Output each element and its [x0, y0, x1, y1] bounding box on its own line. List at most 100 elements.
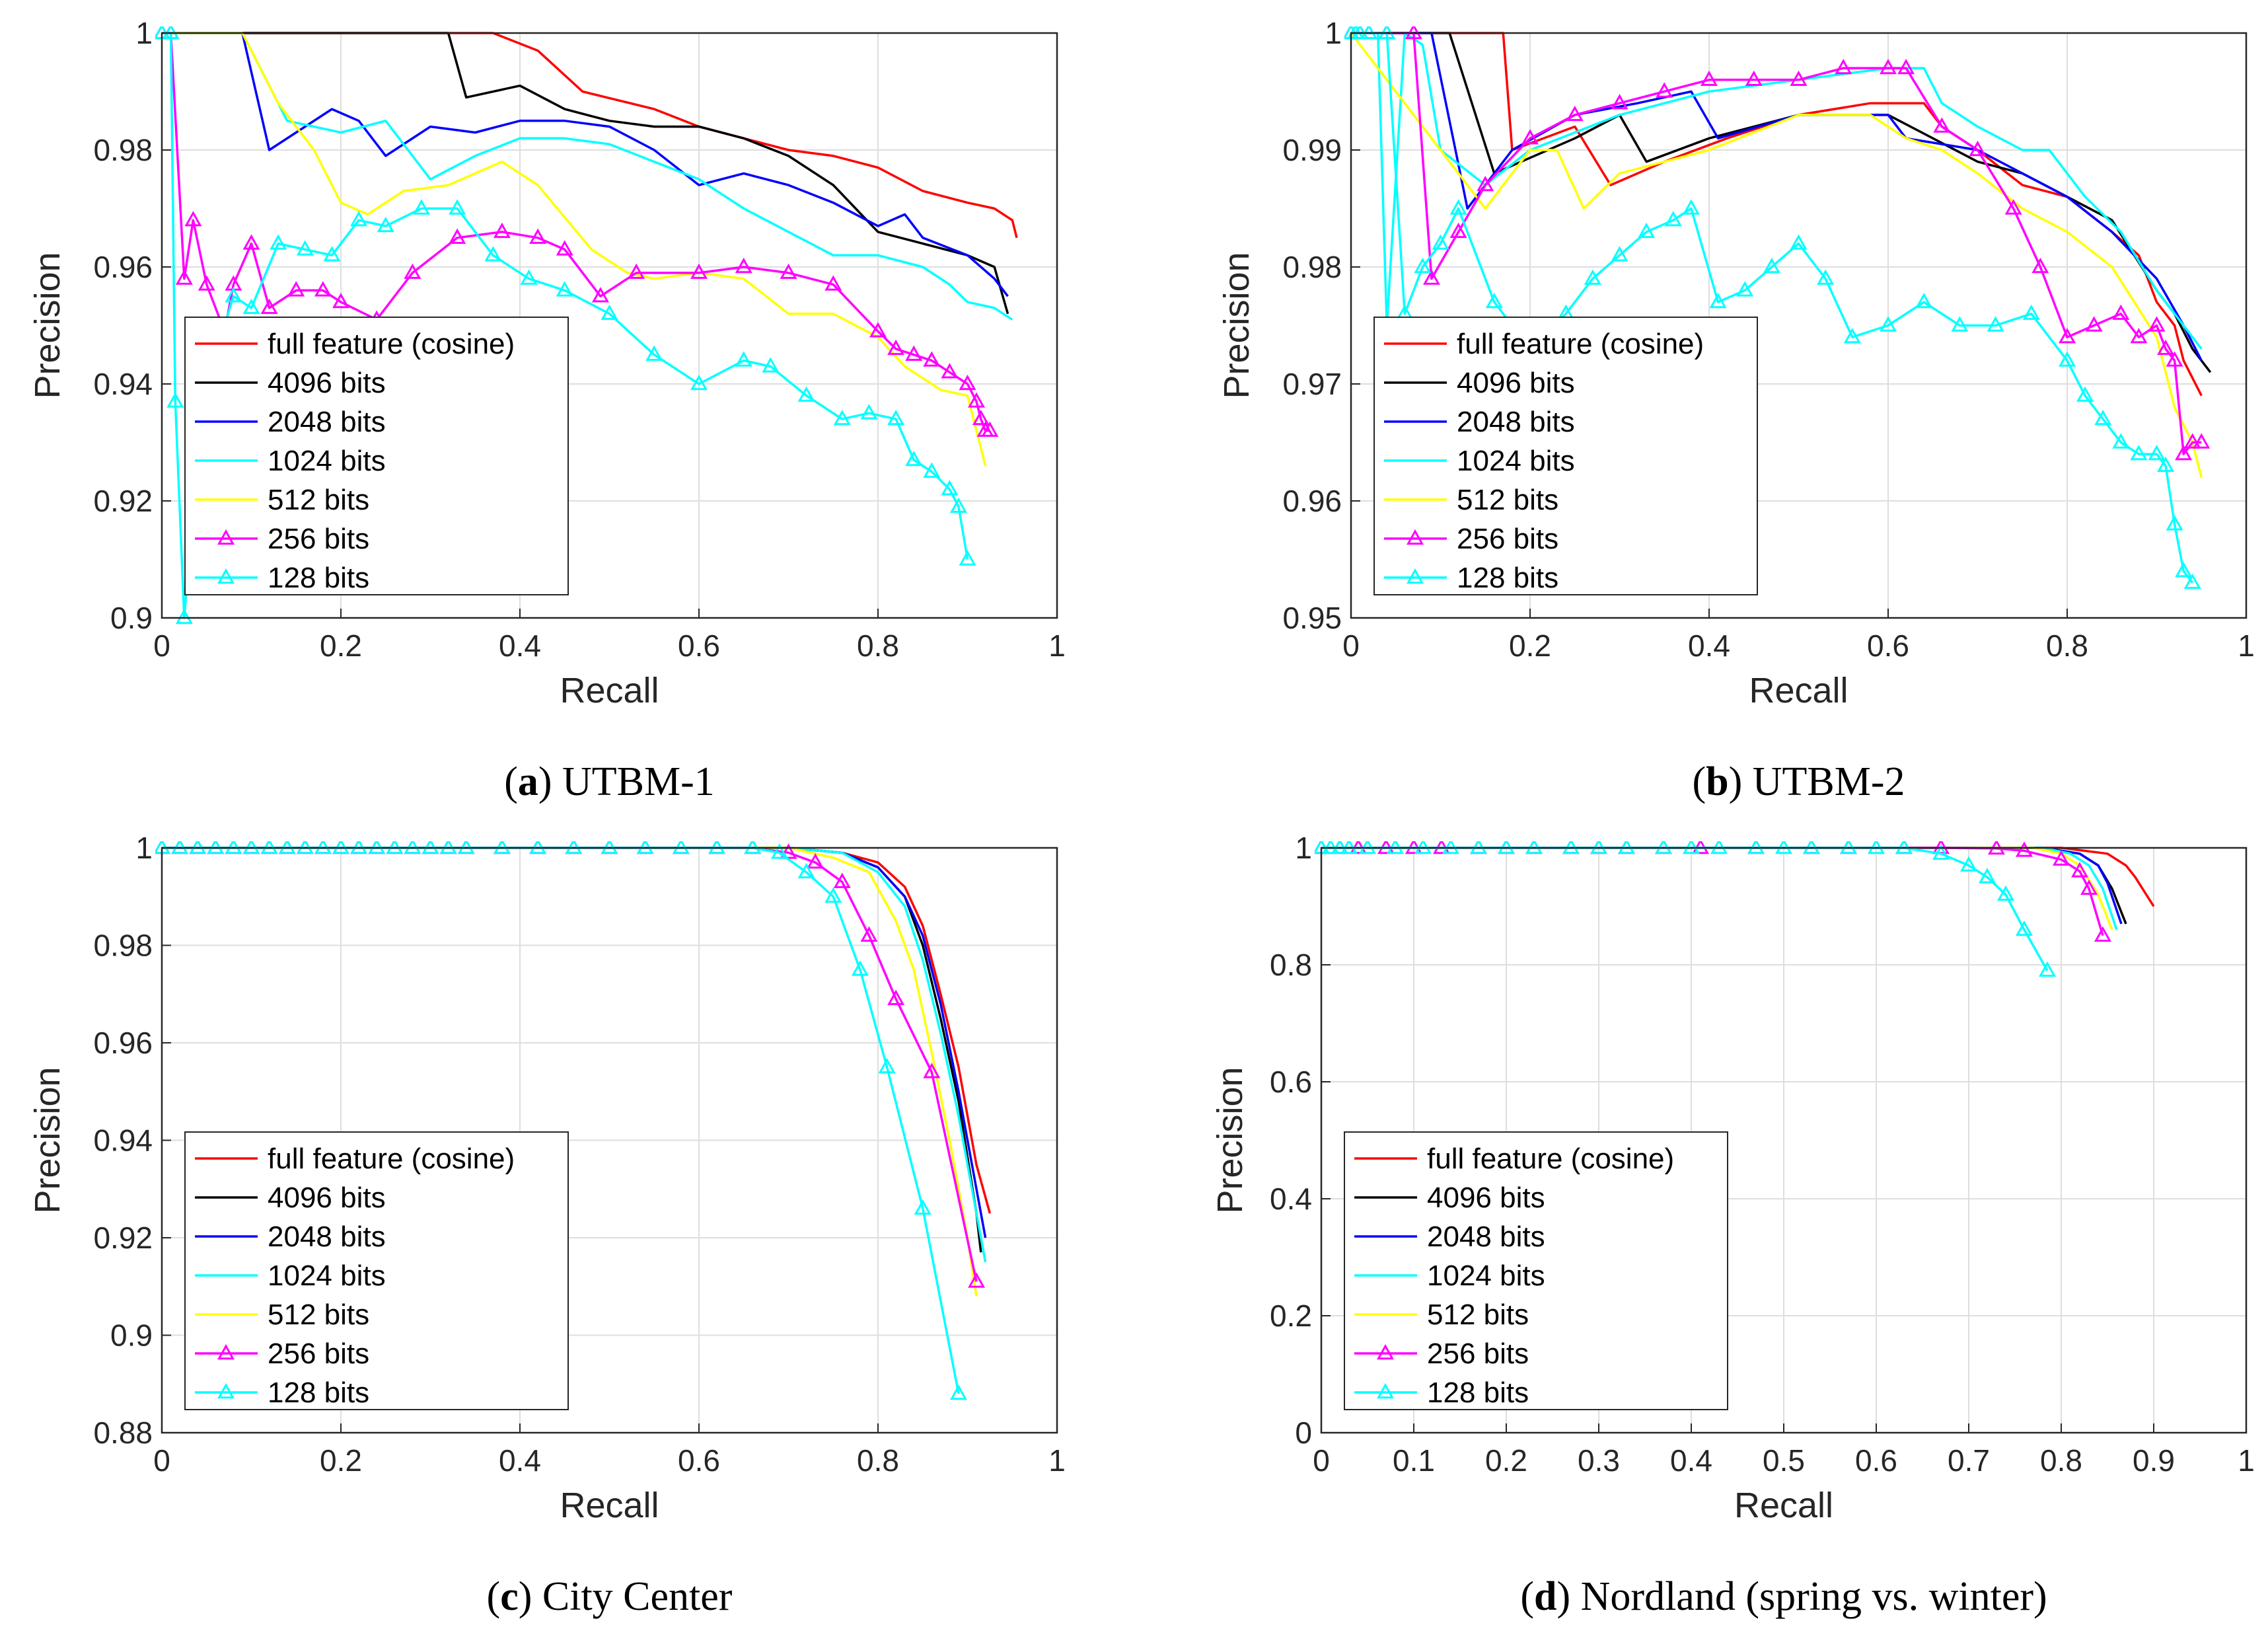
data-point-128-bits — [744, 841, 762, 854]
x-tick-label: 0.6 — [678, 628, 720, 663]
data-point-256-bits — [628, 263, 645, 280]
data-point-128-bits — [949, 1384, 967, 1400]
x-tick-label: 0.2 — [1509, 628, 1551, 663]
legend: full feature (cosine) 4096 bits 2048 bits 1… — [1344, 1131, 1728, 1410]
data-point-128-bits — [457, 841, 475, 854]
data-point-256-bits — [690, 263, 708, 280]
y-tick-label: 0.97 — [1282, 367, 1342, 401]
axes-box — [1350, 32, 2248, 619]
data-point-256-bits — [198, 275, 215, 291]
data-point-256-bits — [1405, 26, 1422, 40]
data-point-256-bits — [1477, 176, 1494, 192]
legend-box — [1373, 317, 1758, 595]
data-point-256-bits — [2094, 926, 2112, 942]
data-point-256-bits — [807, 853, 824, 869]
x-tick-label: 0.5 — [1763, 1443, 1805, 1478]
data-point-256-bits — [981, 421, 999, 437]
data-point-256-bits — [1422, 269, 1440, 285]
data-point-128-bits — [1497, 841, 1516, 854]
data-point-256-bits — [556, 240, 573, 256]
x-tick-label: 0.2 — [320, 1443, 362, 1478]
data-point-128-bits — [2058, 351, 2076, 367]
data-point-128-bits — [171, 841, 189, 854]
data-point-256-bits — [314, 281, 332, 297]
data-point-128-bits — [601, 841, 618, 854]
x-tick-label: 0.4 — [499, 628, 541, 663]
data-point-128-bits — [1414, 841, 1432, 854]
chart-panel-a: 0 0.2 0.4 0.6 0.8 1 0.9 0.92 0.94 0.96 0.98 1 Recall… — [28, 16, 1066, 804]
caption-open-paren: ( — [504, 759, 518, 804]
data-point-256-bits — [780, 843, 797, 859]
caption-text: Nordland (spring vs. winter) — [1581, 1574, 2047, 1619]
data-point-256-bits — [1611, 94, 1628, 110]
data-point-128-bits — [1710, 841, 1728, 854]
data-point-128-bits — [1978, 868, 1996, 884]
legend-marker-128-bits — [217, 1382, 235, 1399]
data-point-128-bits — [2015, 920, 2033, 936]
axes-box — [1320, 847, 2248, 1434]
data-point-256-bits — [175, 269, 193, 285]
data-point-128-bits — [1358, 841, 1377, 854]
data-point-128-bits — [242, 841, 260, 854]
legend-marker-128-bits — [217, 568, 235, 584]
data-point-128-bits — [1987, 316, 2004, 332]
series-line-full-feature-cosine — [162, 32, 1018, 239]
data-point-256-bits — [1969, 140, 1987, 157]
data-point-128-bits — [1774, 841, 1793, 854]
data-point-256-bits — [1745, 70, 1763, 86]
data-point-128-bits — [851, 960, 869, 976]
x-tick-label: 0.7 — [1948, 1443, 1990, 1478]
series-group — [1344, 26, 2212, 589]
legend-marker-256-bits — [1406, 529, 1424, 545]
caption-close-paren: ) — [538, 759, 562, 804]
legend-label-full-feature-cosine: full feature (cosine) — [1427, 1143, 1674, 1175]
x-tick-label: 0.2 — [320, 628, 362, 663]
caption-open-paren: ( — [487, 1574, 501, 1619]
data-point-128-bits — [1331, 841, 1349, 854]
data-point-128-bits — [1843, 328, 1861, 344]
legend-marker-128-bits — [1406, 568, 1424, 584]
data-point-128-bits — [1790, 234, 1808, 250]
data-point-256-bits — [2052, 850, 2070, 866]
data-point-128-bits — [2022, 304, 2040, 320]
legend-marker-128-bits — [1376, 1382, 1395, 1399]
legend-label-128-bits: 128 bits — [1457, 562, 1558, 594]
y-tick-label: 0.94 — [93, 1123, 153, 1158]
data-point-128-bits — [2038, 961, 2057, 977]
x-tick-label: 0.2 — [1485, 1443, 1527, 1478]
data-point-128-bits — [377, 216, 394, 233]
data-point-256-bits — [2080, 879, 2098, 895]
data-point-256-bits — [287, 281, 305, 297]
legend-label-4096-bits: 4096 bits — [1457, 367, 1575, 399]
y-axis-label: Precision — [1217, 252, 1257, 398]
series-line-1024-bits — [162, 847, 987, 1263]
data-point-128-bits — [1617, 841, 1636, 854]
data-point-128-bits — [332, 841, 350, 854]
data-point-128-bits — [1340, 841, 1358, 854]
data-point-128-bits — [404, 841, 421, 854]
y-tick-label: 0.96 — [1282, 484, 1342, 518]
x-tick-label: 0 — [153, 628, 170, 663]
x-tick-label: 0.6 — [1855, 1443, 1897, 1478]
y-axis-label: Precision — [1210, 1067, 1250, 1213]
data-point-128-bits — [1839, 841, 1858, 854]
legend-label-2048-bits: 2048 bits — [1427, 1221, 1545, 1253]
data-point-128-bits — [520, 269, 538, 285]
x-tick-label: 1 — [1048, 1443, 1066, 1478]
data-point-128-bits — [1469, 841, 1488, 854]
data-point-128-bits — [350, 841, 368, 854]
data-point-128-bits — [1817, 269, 1835, 285]
x-tick-label: 1 — [2238, 1443, 2255, 1478]
series-line-2048-bits — [162, 32, 1009, 297]
data-point-128-bits — [314, 841, 332, 854]
data-point-256-bits — [824, 275, 842, 291]
legend-box — [184, 1131, 569, 1410]
data-point-128-bits — [556, 281, 573, 297]
y-tick-label: 0.96 — [93, 1026, 153, 1060]
data-point-128-bits — [887, 410, 905, 426]
data-point-128-bits — [735, 351, 752, 367]
data-point-128-bits — [1386, 841, 1405, 854]
legend-label-128-bits: 128 bits — [268, 562, 369, 594]
data-point-128-bits — [1802, 841, 1821, 854]
legend-label-256-bits: 256 bits — [268, 523, 369, 555]
